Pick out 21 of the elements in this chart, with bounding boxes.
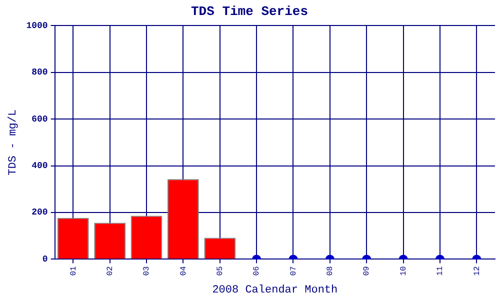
x-axis-title: 2008 Calendar Month [212, 284, 338, 296]
x-tick-label: 07 [289, 266, 298, 276]
x-tick-label: 12 [472, 266, 482, 276]
x-tick-label: 09 [362, 266, 372, 276]
x-tick-label: 11 [436, 266, 446, 276]
y-tick-label: 1000 [26, 20, 48, 31]
x-tick-label: 01 [69, 266, 78, 276]
y-tick-label: 200 [32, 208, 48, 218]
y-tick-label: 600 [32, 114, 48, 124]
chart-title: TDS Time Series [190, 4, 308, 20]
y-tick-label: 800 [32, 68, 48, 78]
x-tick-label: 05 [216, 266, 225, 276]
x-tick-label: 02 [106, 266, 115, 276]
x-tick-label: 03 [142, 266, 152, 276]
x-tick-label: 06 [252, 266, 262, 276]
y-tick-label: 400 [32, 161, 48, 172]
x-tick-label: 10 [399, 266, 408, 276]
y-tick-label: 0 [42, 254, 48, 264]
x-tick-label: 04 [179, 266, 188, 276]
x-tick-label: 08 [326, 266, 336, 276]
y-axis-title: TDS - mg/L [8, 109, 20, 176]
